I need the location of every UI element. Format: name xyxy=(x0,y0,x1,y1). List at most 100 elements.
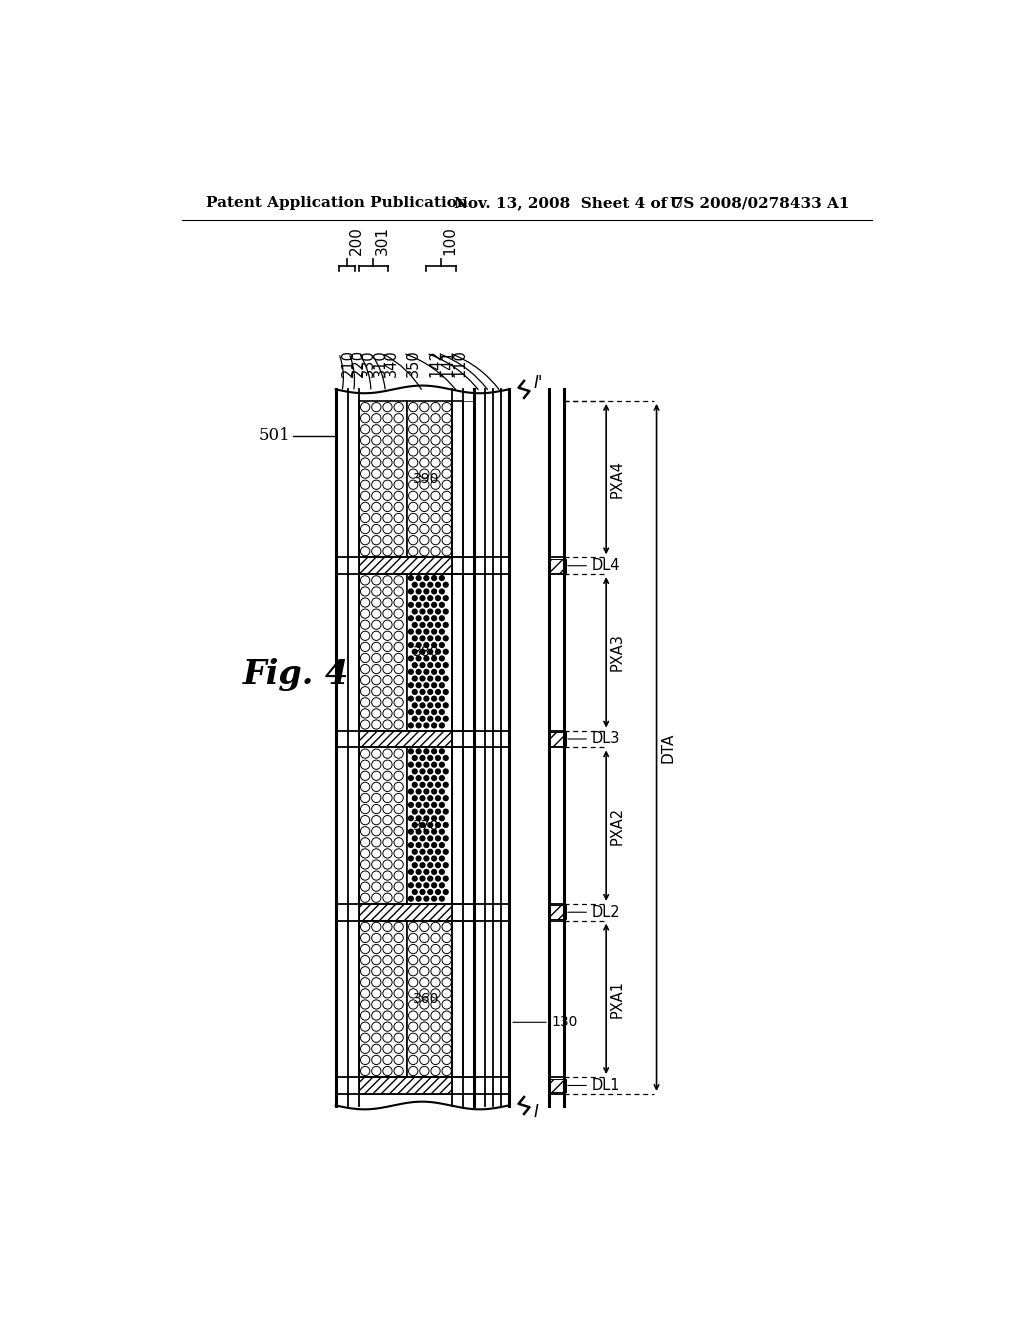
Circle shape xyxy=(438,655,445,661)
Circle shape xyxy=(408,855,414,862)
Circle shape xyxy=(442,702,449,709)
Circle shape xyxy=(431,628,437,635)
Circle shape xyxy=(423,762,429,768)
Circle shape xyxy=(420,702,426,709)
Circle shape xyxy=(427,888,433,895)
Circle shape xyxy=(408,655,414,661)
Circle shape xyxy=(423,855,429,862)
Circle shape xyxy=(408,615,414,622)
Circle shape xyxy=(408,709,414,715)
Text: 370: 370 xyxy=(414,818,439,833)
Circle shape xyxy=(435,648,441,655)
Circle shape xyxy=(435,781,441,788)
Circle shape xyxy=(412,875,418,882)
Circle shape xyxy=(412,582,418,587)
Circle shape xyxy=(420,822,426,828)
Circle shape xyxy=(427,781,433,788)
Circle shape xyxy=(412,689,418,696)
Circle shape xyxy=(442,888,449,895)
Circle shape xyxy=(423,655,429,661)
Circle shape xyxy=(416,748,422,755)
Bar xyxy=(452,921,463,1077)
Circle shape xyxy=(442,781,449,788)
Circle shape xyxy=(438,762,445,768)
Circle shape xyxy=(431,655,437,661)
Circle shape xyxy=(412,809,418,814)
Circle shape xyxy=(442,768,449,775)
Circle shape xyxy=(442,663,449,668)
Circle shape xyxy=(442,676,449,681)
Circle shape xyxy=(442,875,449,882)
Circle shape xyxy=(431,748,437,755)
Circle shape xyxy=(408,748,414,755)
Circle shape xyxy=(442,582,449,587)
Circle shape xyxy=(412,836,418,841)
Circle shape xyxy=(431,576,437,581)
Circle shape xyxy=(412,822,418,828)
Circle shape xyxy=(438,895,445,902)
Circle shape xyxy=(416,775,422,781)
Circle shape xyxy=(412,635,418,642)
Circle shape xyxy=(416,696,422,702)
Circle shape xyxy=(408,842,414,849)
Circle shape xyxy=(420,582,426,587)
Text: 350: 350 xyxy=(406,350,421,378)
Bar xyxy=(407,574,452,730)
Circle shape xyxy=(438,775,445,781)
Circle shape xyxy=(438,855,445,862)
Bar xyxy=(359,401,407,557)
Circle shape xyxy=(412,849,418,855)
Text: 330: 330 xyxy=(361,350,376,378)
Circle shape xyxy=(431,775,437,781)
Circle shape xyxy=(408,882,414,888)
Circle shape xyxy=(438,628,445,635)
Circle shape xyxy=(435,663,441,668)
Circle shape xyxy=(416,576,422,581)
Text: 200: 200 xyxy=(348,227,364,256)
Text: PXA1: PXA1 xyxy=(610,979,625,1018)
Text: 142: 142 xyxy=(429,350,443,378)
Circle shape xyxy=(438,615,445,622)
Circle shape xyxy=(416,855,422,862)
Circle shape xyxy=(412,648,418,655)
Text: DL3: DL3 xyxy=(592,731,620,747)
Circle shape xyxy=(435,836,441,841)
Circle shape xyxy=(438,642,445,648)
Text: I': I' xyxy=(534,375,543,392)
Circle shape xyxy=(442,836,449,841)
Circle shape xyxy=(442,755,449,762)
Bar xyxy=(359,730,452,747)
Text: Fig. 4: Fig. 4 xyxy=(243,657,349,690)
Circle shape xyxy=(427,635,433,642)
Circle shape xyxy=(416,762,422,768)
Circle shape xyxy=(420,676,426,681)
Circle shape xyxy=(408,602,414,609)
Circle shape xyxy=(438,882,445,888)
Circle shape xyxy=(408,775,414,781)
Circle shape xyxy=(431,669,437,675)
Text: Patent Application Publication: Patent Application Publication xyxy=(206,197,468,210)
Circle shape xyxy=(427,822,433,828)
Circle shape xyxy=(438,576,445,581)
Circle shape xyxy=(431,882,437,888)
Circle shape xyxy=(423,895,429,902)
Circle shape xyxy=(423,682,429,688)
Circle shape xyxy=(423,775,429,781)
Circle shape xyxy=(438,801,445,808)
Circle shape xyxy=(442,809,449,814)
Circle shape xyxy=(423,801,429,808)
Text: DL2: DL2 xyxy=(592,904,621,920)
Circle shape xyxy=(416,669,422,675)
Circle shape xyxy=(420,715,426,722)
Circle shape xyxy=(412,702,418,709)
Circle shape xyxy=(435,595,441,601)
Circle shape xyxy=(438,709,445,715)
Bar xyxy=(474,574,509,730)
Circle shape xyxy=(408,628,414,635)
Bar xyxy=(550,558,566,573)
Text: 340: 340 xyxy=(384,350,398,378)
Text: 141: 141 xyxy=(440,350,456,378)
Circle shape xyxy=(442,609,449,615)
Circle shape xyxy=(423,576,429,581)
Circle shape xyxy=(427,622,433,628)
